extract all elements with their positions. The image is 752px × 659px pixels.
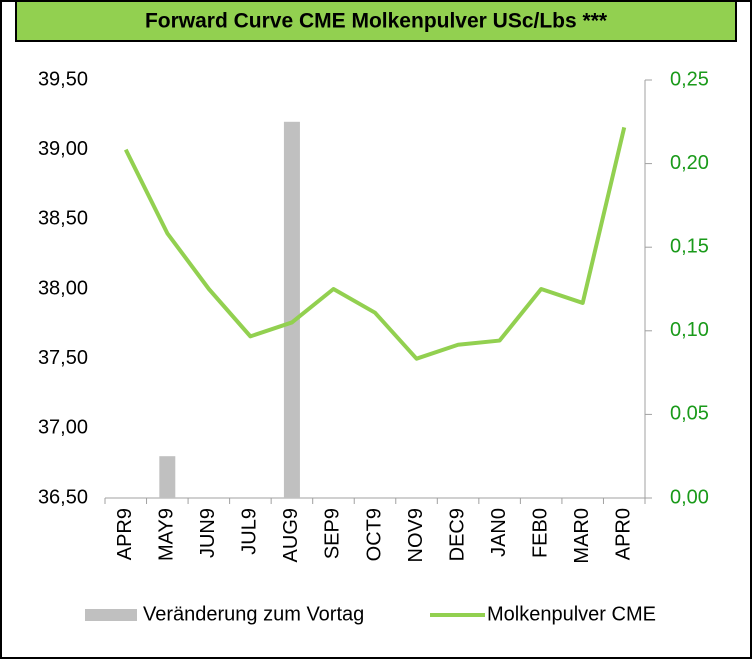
x-tick-label: APR0	[613, 508, 635, 560]
x-tick-label: DEC9	[446, 508, 468, 561]
bar	[283, 121, 300, 499]
x-tick-label: JUN9	[197, 508, 219, 558]
y-tick-label: 39,50	[38, 68, 88, 90]
x-tick-label: NOV9	[405, 508, 427, 562]
y2-tick-label: 0,05	[670, 403, 709, 425]
line	[123, 126, 627, 361]
legend-label: Molkenpulver CME	[487, 603, 656, 625]
bar	[159, 456, 176, 498]
x-tick-label: OCT9	[363, 508, 385, 561]
legend-label: Veränderung zum Vortag	[143, 603, 364, 625]
x-tick-label: MAR0	[571, 508, 593, 564]
chart-title: Forward Curve CME Molkenpulver USc/Lbs *…	[145, 10, 608, 33]
y2-tick-label: 0,00	[670, 486, 709, 508]
y-tick-label: 38,50	[38, 208, 88, 230]
x-tick-label: SEP9	[322, 508, 344, 559]
y-tick-label: 36,50	[38, 486, 88, 508]
x-tick-label: APR9	[114, 508, 136, 560]
y-tick-label: 39,00	[38, 138, 88, 160]
x-tick-label: AUG9	[280, 508, 302, 562]
x-tick-label: MAY9	[156, 508, 178, 561]
legend-swatch	[85, 609, 137, 621]
title-bar	[15, 0, 737, 42]
y-tick-label: 37,50	[38, 347, 88, 369]
x-tick-label: JAN0	[488, 508, 510, 557]
y2-tick-label: 0,15	[670, 235, 709, 257]
y-tick-label: 37,00	[38, 417, 88, 439]
x-tick-label: JUL9	[239, 508, 261, 555]
y2-tick-label: 0,10	[670, 319, 709, 341]
y2-tick-label: 0,20	[670, 152, 709, 174]
y2-tick-label: 0,25	[670, 68, 709, 90]
y-tick-label: 38,00	[38, 277, 88, 299]
x-tick-label: FEB0	[529, 508, 551, 558]
